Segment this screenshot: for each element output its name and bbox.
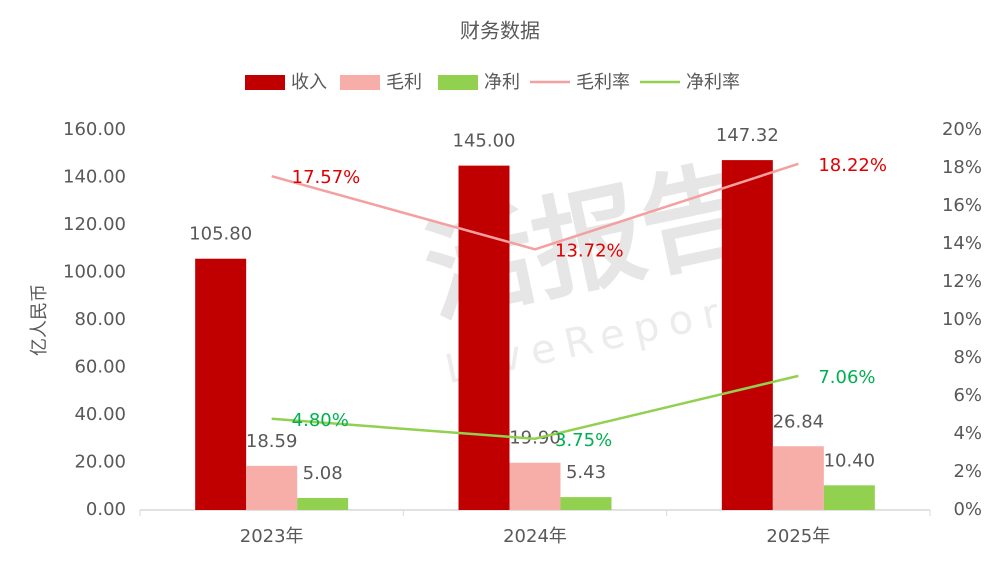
y-tick-label: 120.00 xyxy=(63,214,126,235)
y2-tick-label: 8% xyxy=(953,347,982,368)
bar xyxy=(823,485,875,510)
bar xyxy=(772,446,824,510)
y-tick-label: 80.00 xyxy=(74,309,126,330)
y-tick-label: 160.00 xyxy=(63,119,126,140)
data-label: 18.59 xyxy=(246,431,298,452)
data-label: 4.80% xyxy=(292,410,349,431)
y2-tick-label: 2% xyxy=(953,461,982,482)
x-tick-label: 2025年 xyxy=(766,526,830,547)
data-label: 10.40 xyxy=(824,450,876,471)
legend-label: 毛利率 xyxy=(576,72,630,93)
y-tick-label: 140.00 xyxy=(63,167,126,188)
data-label: 7.06% xyxy=(818,367,875,388)
y2-tick-label: 4% xyxy=(953,423,982,444)
legend-swatch xyxy=(245,75,285,90)
y2-tick-label: 14% xyxy=(942,233,982,254)
y-tick-label: 20.00 xyxy=(74,452,126,473)
y-tick-label: 100.00 xyxy=(63,262,126,283)
data-label: 17.57% xyxy=(292,167,361,188)
y-tick-label: 0.00 xyxy=(86,499,126,520)
y2-tick-label: 18% xyxy=(942,157,982,178)
y2-tick-label: 10% xyxy=(942,309,982,330)
data-label: 105.80 xyxy=(189,224,252,245)
data-label: 147.32 xyxy=(716,125,779,146)
legend-label: 净利 xyxy=(484,72,520,93)
y-tick-label: 60.00 xyxy=(74,357,126,378)
legend-swatch xyxy=(438,75,478,90)
bar xyxy=(297,497,349,510)
y-axis-label: 亿人民币 xyxy=(29,284,50,356)
y-tick-label: 40.00 xyxy=(74,404,126,425)
y2-tick-label: 6% xyxy=(953,385,982,406)
line xyxy=(271,374,799,441)
legend-label: 净利率 xyxy=(686,72,740,93)
legend-swatch xyxy=(340,75,380,90)
x-tick-label: 2024年 xyxy=(503,526,567,547)
bar xyxy=(458,165,510,510)
data-label: 3.75% xyxy=(555,430,612,451)
data-label: 18.22% xyxy=(818,155,887,176)
data-label: 5.08 xyxy=(303,463,343,484)
chart-title: 财务数据 xyxy=(460,19,540,43)
line xyxy=(271,162,799,251)
x-tick-label: 2023年 xyxy=(240,526,304,547)
bar xyxy=(246,465,298,510)
data-label: 145.00 xyxy=(453,131,516,152)
bar xyxy=(560,497,612,510)
legend-label: 收入 xyxy=(291,72,327,93)
y2-tick-label: 0% xyxy=(953,499,982,520)
y2-tick-label: 16% xyxy=(942,195,982,216)
data-label: 5.43 xyxy=(566,462,606,483)
bar xyxy=(195,258,247,510)
data-label: 13.72% xyxy=(555,240,624,261)
bar xyxy=(509,462,561,510)
y2-tick-label: 12% xyxy=(942,271,982,292)
data-label: 26.84 xyxy=(773,411,825,432)
bar xyxy=(721,160,773,511)
y2-tick-label: 20% xyxy=(942,119,982,140)
legend-label: 毛利 xyxy=(386,72,422,93)
